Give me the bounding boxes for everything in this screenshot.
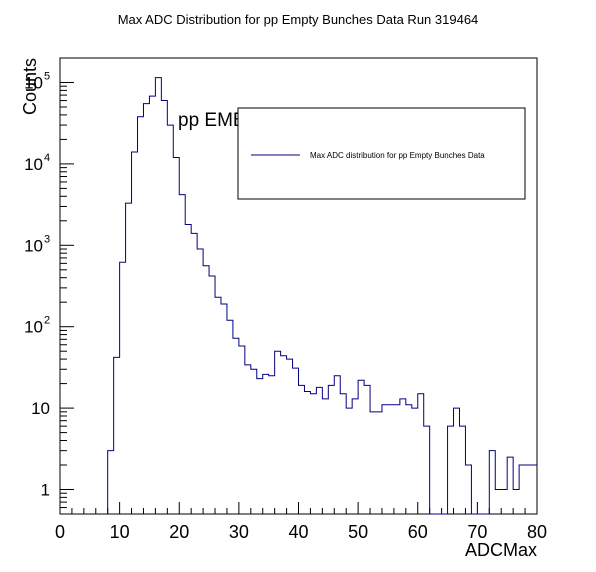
x-axis-label: ADCMax <box>465 540 537 560</box>
x-tick-label: 10 <box>110 522 130 542</box>
y-tick-label: 10 <box>31 399 50 418</box>
x-tick-label: 20 <box>169 522 189 542</box>
x-tick-label: 40 <box>288 522 308 542</box>
y-tick-exponent: 4 <box>44 152 50 164</box>
y-tick-exponent: 5 <box>44 71 50 83</box>
y-tick-label: 10 <box>24 318 43 337</box>
x-tick-label: 30 <box>229 522 249 542</box>
x-axis: 0 10 20 30 40 50 60 70 80 <box>55 502 547 542</box>
y-tick-label: 10 <box>24 155 43 174</box>
x-tick-label: 80 <box>527 522 547 542</box>
legend-entry: Max ADC distribution for pp Empty Bunche… <box>310 151 485 160</box>
y-tick-exponent: 3 <box>44 233 50 245</box>
x-tick-label: 0 <box>55 522 65 542</box>
y-tick-label: 1 <box>41 480 50 499</box>
x-tick-label: 70 <box>467 522 487 542</box>
chart-title: Max ADC Distribution for pp Empty Bunche… <box>118 12 479 27</box>
histogram-line <box>107 77 537 515</box>
y-axis-label: Counts <box>20 58 40 115</box>
y-tick-exponent: 2 <box>44 315 50 327</box>
x-tick-label: 60 <box>408 522 428 542</box>
legend: Max ADC distribution for pp Empty Bunche… <box>237 107 526 200</box>
y-tick-label: 10 <box>24 74 43 93</box>
y-tick-label: 10 <box>24 236 43 255</box>
legend-box <box>237 107 526 200</box>
x-tick-label: 50 <box>348 522 368 542</box>
